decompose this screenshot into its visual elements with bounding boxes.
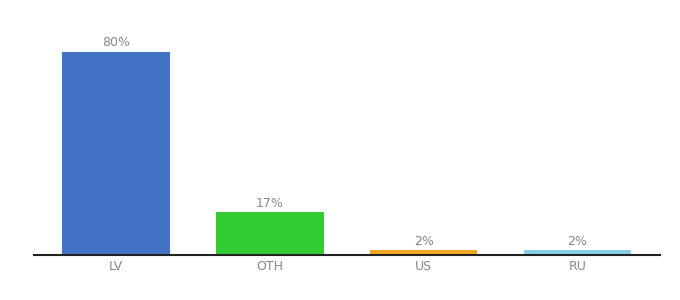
Text: 2%: 2% (413, 235, 434, 248)
Bar (524, 250, 631, 255)
Bar (370, 250, 477, 255)
Bar (63, 52, 170, 255)
Text: 17%: 17% (256, 197, 284, 210)
Text: 2%: 2% (567, 235, 588, 248)
Text: 80%: 80% (102, 37, 131, 50)
Bar (216, 212, 324, 255)
